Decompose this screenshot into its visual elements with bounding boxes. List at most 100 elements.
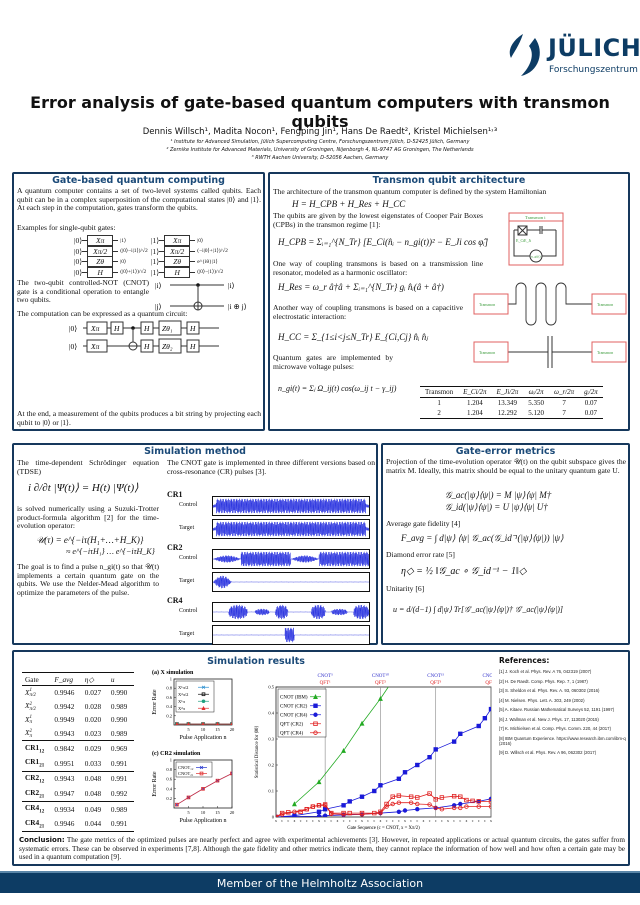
x-tick-label: c (349, 819, 351, 823)
pulse-control-label: Control (179, 502, 198, 508)
pulse-group-label: CR1 (167, 490, 183, 499)
data-point (298, 809, 303, 814)
y-tick-label: 0.8 (166, 767, 172, 772)
metric-value: 0.991 (110, 758, 128, 768)
data-point (390, 801, 395, 807)
transmon-label: Transmon (479, 350, 495, 355)
pulse-text: Quantum gates are implemented by microwa… (273, 353, 393, 371)
gate-box: H (164, 266, 191, 278)
y-tick-label: 1 (170, 677, 172, 682)
eq-pulse: n_gi(t) = Σⱼ Ω_ij(t) cos(ω_ij t − γ_ij) (278, 384, 397, 393)
data-point (464, 797, 469, 803)
metric-value: 0.020 (84, 715, 102, 725)
cnot-marker-label: CNOT¹⁰ (372, 673, 389, 679)
cnot-marker-label: CNOT²⁰ (482, 673, 492, 679)
data-point (384, 804, 389, 809)
x-tick-label: c (281, 819, 283, 823)
legend-label: CNOT₂₁ (178, 771, 194, 776)
x-tick-label: 15 (215, 727, 220, 732)
reference-item: [6] J. Wallman et al. New J. Phys. 17, 1… (499, 716, 599, 722)
gate-symbol: X (25, 728, 30, 738)
output-state: |0⟩ (197, 237, 204, 244)
reference-item: [2] H. De Raedt. Comp. Phys. Rep. 7, 1 (… (499, 678, 588, 684)
data-point (279, 810, 285, 816)
data-point (415, 762, 420, 768)
data-point (230, 721, 232, 725)
legend-label: CNOT (CR4) (280, 713, 308, 718)
metric-value: 0.9934 (54, 804, 75, 814)
gate-name: CR212 (22, 771, 51, 786)
gate-error-metrics-section: Gate-error metrics Projection of the tim… (381, 443, 630, 645)
input-state: |1⟩ (151, 236, 160, 245)
y-axis-label: Statistical Distance for |00⟩ (254, 726, 260, 779)
metric-value: 0.049 (84, 804, 102, 814)
pulse-target-label: Target (179, 578, 195, 584)
data-point (359, 810, 365, 816)
table-row: CR412 0.9934 0.049 0.989 (22, 801, 134, 816)
gate-box: Xπ (87, 235, 114, 246)
circuit-h: H (143, 342, 150, 351)
column-header: E_Ji/2π (496, 388, 519, 396)
data-point (322, 813, 328, 817)
ej-label: E_Ji (524, 238, 532, 243)
gate-example: |1⟩ Xπ |0⟩ (151, 235, 203, 246)
gate-name: X 1 π/2 (22, 686, 51, 700)
pulse-target-waveform (212, 625, 370, 645)
gate-example: |1⟩ Zθ e^{iθ}|1⟩ (151, 256, 218, 267)
legend-label: CNOT₁₂ (178, 765, 194, 770)
metric-value: 0.048 (84, 788, 102, 798)
gate-metrics-table: Gate F_avg η◇ u X 1 π/2 0.9946 0.027 0.990 X 2 π/2 0… (22, 672, 134, 833)
goal-text: The goal is to find a pulse n_gi(t) so t… (17, 562, 159, 598)
table-cell: 5.120 (528, 409, 545, 417)
pulse-control-waveform (212, 549, 370, 569)
cnot-out1: |i⟩ (228, 281, 235, 290)
data-point (488, 804, 491, 809)
x-tick-label: x (379, 819, 381, 823)
unitarity-label: Unitarity [6] (386, 584, 425, 593)
gate-sup: 2 (29, 701, 32, 707)
data-point (464, 804, 469, 809)
legend-label: X²π (178, 706, 186, 711)
conclusion-text: The gate metrics of the optimized pulses… (19, 836, 625, 862)
x-tick-label: 10 (201, 810, 206, 815)
data-point (378, 810, 383, 816)
metric-value: 0.989 (110, 804, 128, 814)
x-tick-label: x (404, 819, 406, 823)
data-point (402, 808, 408, 813)
circuit-h: H (189, 324, 196, 333)
reference-item: [4] M. Nielsen. Phys. Lett. A. 303, 249 … (499, 697, 585, 703)
data-point (230, 771, 232, 776)
data-point (347, 799, 352, 804)
circuit-label: The computation can be expressed as a qu… (17, 309, 188, 318)
data-point (313, 721, 318, 726)
section-title: Gate-based quantum computing (52, 175, 225, 186)
legend-label: X²π/2 (178, 692, 188, 697)
footer-band: Member of the Helmholtz Association (0, 871, 640, 893)
data-point (215, 721, 220, 725)
circuit-h: H (113, 324, 120, 333)
data-point (377, 696, 383, 701)
metric-value: 0.989 (110, 728, 128, 738)
column-header: E_Ci/2π (463, 388, 487, 396)
data-point (215, 778, 220, 783)
data-point (322, 806, 328, 812)
data-point (199, 765, 204, 770)
data-point (341, 812, 346, 817)
data-point (396, 800, 402, 805)
fidelity-label: Average gate fidelity [4] (386, 519, 461, 528)
outro-text: At the end, a measurement of the qubits … (17, 409, 261, 427)
intro-text: Projection of the time-evolution operato… (386, 457, 626, 475)
data-point (408, 794, 414, 799)
reference-item: [1] J. Koch et al. Phys. Rev. A 76, 0423… (499, 669, 592, 674)
output-state: |1⟩ (120, 237, 127, 244)
y-tick-label: 0.2 (166, 796, 172, 801)
data-point (201, 692, 206, 697)
gate-sub: 12 (39, 779, 45, 785)
data-point (488, 796, 491, 801)
y-tick-label: 0.2 (268, 763, 274, 768)
x-tick-label: c (355, 819, 357, 823)
data-point (316, 814, 322, 817)
metric-value: 0.991 (110, 774, 128, 784)
affiliation-1: ¹ Institute for Advanced Simulation, Jül… (170, 139, 470, 145)
